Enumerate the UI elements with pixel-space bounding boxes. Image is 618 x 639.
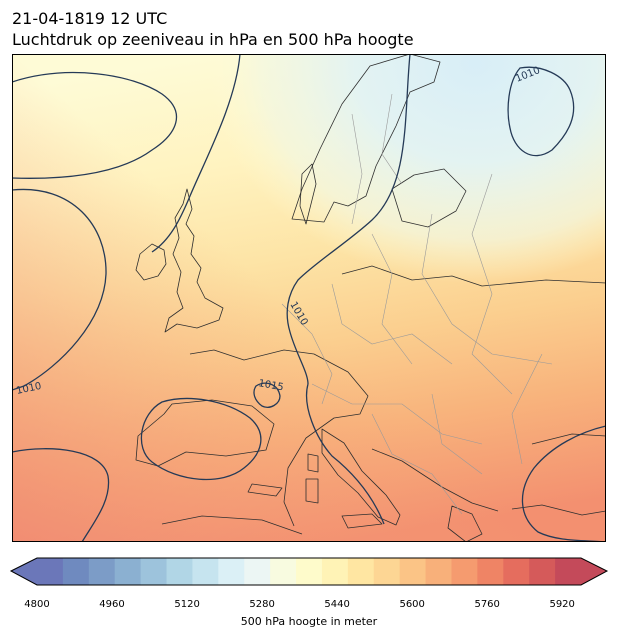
colorbar-cell: [218, 558, 245, 585]
isobar-small-loop: [253, 382, 281, 408]
colorbar-tick-label: 5120: [174, 599, 200, 610]
colorbar-cell: [321, 558, 349, 585]
colorbar-cell: [425, 558, 452, 585]
isobar-southeast: [521, 425, 606, 542]
colorbar-cell: [296, 558, 323, 585]
isobar-iberia: [140, 397, 262, 481]
map-frame: [12, 54, 606, 542]
isobar-northeast: [507, 66, 575, 157]
colorbar-cell: [555, 558, 582, 585]
colorbar-tick-label: 5280: [249, 599, 275, 610]
colorbar-extend-low: [11, 558, 37, 585]
colorbar-cell: [37, 558, 64, 585]
colorbar-cell: [244, 558, 271, 585]
isobar-low-north: [151, 54, 241, 253]
isobar-low-west: [12, 71, 178, 179]
colorbar-cell: [166, 558, 193, 585]
colorbar-cell: [192, 558, 219, 585]
colorbar-cell: [373, 558, 401, 585]
colorbar-label: 500 hPa hoogte in meter: [240, 615, 378, 628]
colorbar-cell: [503, 558, 530, 585]
isobar-label-iberia: 1015: [257, 378, 284, 393]
colorbar-cell: [62, 558, 90, 585]
colorbar-tick-label: 5600: [399, 599, 425, 610]
colorbar-tick-label: 4960: [99, 599, 125, 610]
isobars: [12, 54, 606, 542]
colorbar-cell: [270, 558, 297, 585]
isobar-label-west: 1010: [15, 381, 42, 397]
colorbar-cell: [477, 558, 504, 585]
colorbar-tick-label: 5920: [549, 599, 575, 610]
colorbar-cell: [88, 558, 116, 585]
colorbar-cell: [114, 558, 142, 585]
colorbar-cell: [140, 558, 168, 585]
colorbar-tick-label: 4800: [24, 599, 50, 610]
colorbar: [9, 557, 609, 586]
isobar-central-south: [306, 383, 385, 525]
colorbar-cell: [451, 558, 478, 585]
colorbar-tick-label: 5440: [324, 599, 350, 610]
coastlines: [135, 54, 606, 542]
colorbar-outline: [9, 557, 609, 586]
colorbar-extend-high: [581, 558, 607, 585]
colorbar-cells: [37, 558, 582, 585]
colorbar-cell: [347, 558, 375, 585]
isobar-central: [286, 54, 411, 385]
map-title-description: Luchtdruk op zeeniveau in hPa en 500 hPa…: [12, 30, 414, 49]
map-title-datetime: 21-04-1819 12 UTC: [12, 9, 168, 28]
height-field-southwest: [12, 54, 606, 542]
colorbar-cell: [399, 558, 427, 585]
weather-map: 1010 1010 1010 1015: [12, 54, 606, 542]
isobar-southwest: [12, 448, 110, 542]
colorbar-cell: [529, 558, 556, 585]
colorbar-tick-label: 5760: [474, 599, 500, 610]
isobar-high-west: [12, 188, 107, 391]
country-borders: [281, 93, 553, 515]
